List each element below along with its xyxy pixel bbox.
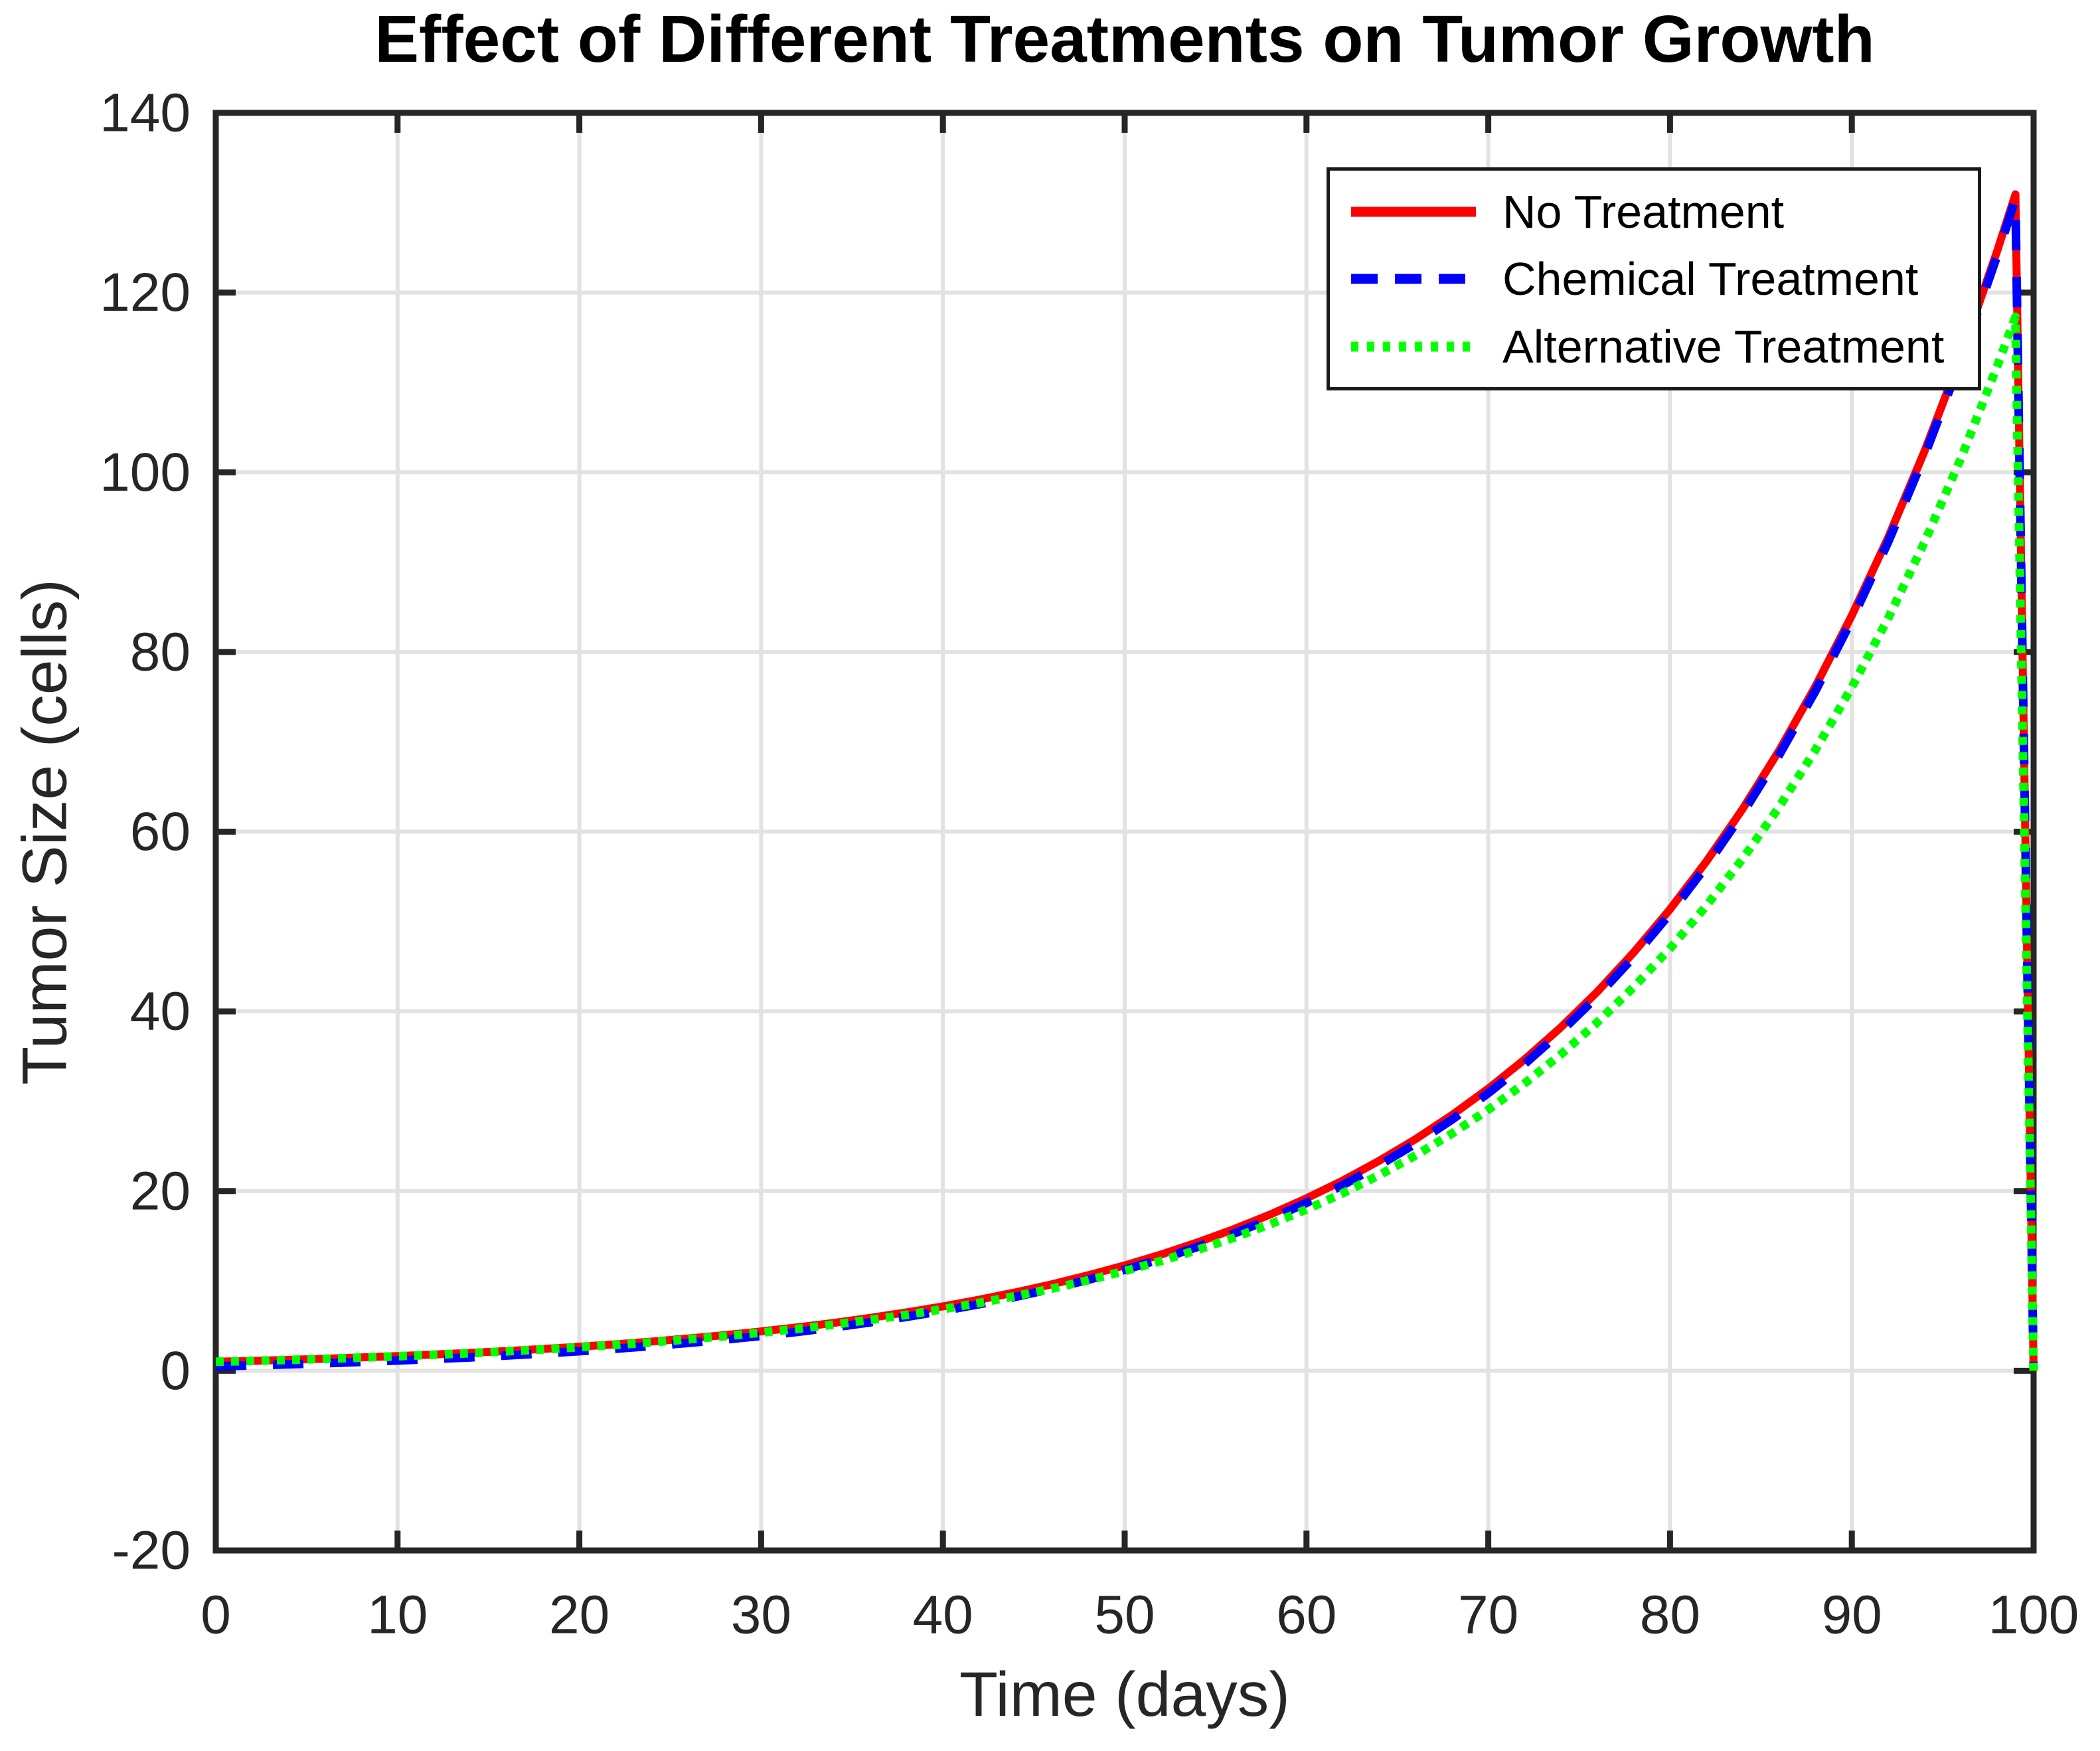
legend-item-chemical-treatment: Chemical Treatment: [1350, 252, 1978, 305]
data-series: [215, 190, 2038, 1371]
legend-line-dotted-icon: [1351, 341, 1476, 351]
x-tick-label: 40: [913, 1585, 973, 1645]
chart-title: Effect of Different Treatments on Tumor …: [374, 2, 1875, 76]
x-axis-label: Time (days): [959, 1659, 1290, 1730]
x-tick-label: 0: [201, 1585, 231, 1645]
x-tick-label: 80: [1640, 1585, 1700, 1645]
y-tick-label: -20: [112, 1521, 191, 1581]
y-tick-label: 120: [100, 262, 191, 323]
legend: No Treatment Chemical Treatment Alternat…: [1327, 167, 1981, 390]
x-tick-label: 10: [367, 1585, 428, 1645]
x-tick-label: 90: [1822, 1585, 1882, 1645]
x-tick-label: 20: [549, 1585, 609, 1645]
x-tick-label: 70: [1458, 1585, 1518, 1645]
legend-item-no-treatment: No Treatment: [1350, 185, 1978, 238]
legend-label: No Treatment: [1502, 185, 1785, 238]
y-tick-label: 40: [130, 981, 191, 1042]
series-line: [215, 312, 2038, 1371]
y-tick-labels: -20 0 20 40 60 80 100 120 140: [100, 83, 191, 1581]
x-tick-label: 50: [1094, 1585, 1155, 1645]
y-tick-label: 80: [130, 622, 191, 682]
y-tick-label: 100: [100, 442, 191, 503]
y-tick-label: 140: [100, 83, 191, 143]
legend-label: Chemical Treatment: [1502, 253, 1919, 305]
y-tick-label: 0: [160, 1341, 191, 1401]
x-tick-label: 100: [1988, 1585, 2079, 1645]
x-tick-labels: 0 10 20 30 40 50 60 70 80 90 100: [201, 1585, 2079, 1645]
y-tick-label: 60: [130, 801, 191, 862]
x-tick-label: 30: [731, 1585, 791, 1645]
legend-line-dashed-icon: [1351, 274, 1476, 284]
legend-label: Alternative Treatment: [1502, 320, 1945, 373]
legend-line-solid-icon: [1351, 207, 1476, 216]
y-tick-label: 20: [130, 1161, 191, 1221]
x-tick-label: 60: [1276, 1585, 1336, 1645]
legend-item-alternative-treatment: Alternative Treatment: [1350, 320, 1978, 373]
